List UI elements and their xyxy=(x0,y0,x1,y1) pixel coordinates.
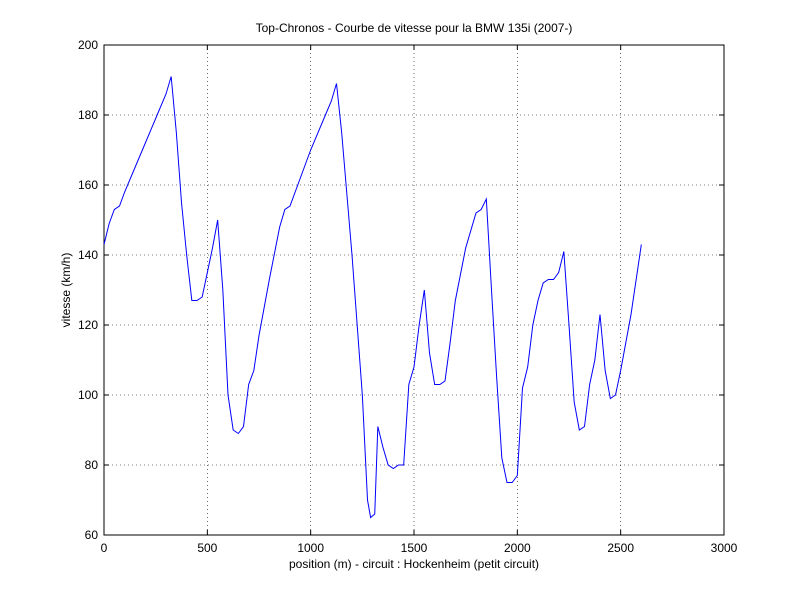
y-tick-label: 80 xyxy=(85,458,99,472)
y-axis-label: vitesse (km/h) xyxy=(59,253,73,328)
x-axis-label: position (m) - circuit : Hockenheim (pet… xyxy=(289,557,539,571)
x-tick-label: 1500 xyxy=(401,541,428,555)
y-tick-label: 140 xyxy=(78,248,98,262)
x-tick-label: 0 xyxy=(101,541,108,555)
x-tick-label: 2500 xyxy=(607,541,634,555)
y-tick-label: 200 xyxy=(78,38,98,52)
y-tick-label: 100 xyxy=(78,388,98,402)
y-tick-label: 60 xyxy=(85,528,99,542)
y-tick-label: 120 xyxy=(78,318,98,332)
y-tick-label: 160 xyxy=(78,178,98,192)
chart-title: Top-Chronos - Courbe de vitesse pour la … xyxy=(256,21,573,35)
y-tick-label: 180 xyxy=(78,108,98,122)
plot-frame xyxy=(103,44,725,536)
x-tick-label: 3000 xyxy=(711,541,738,555)
x-tick-label: 2000 xyxy=(504,541,531,555)
data-line xyxy=(103,76,642,519)
x-tick-label: 500 xyxy=(197,541,217,555)
x-tick-label: 1000 xyxy=(297,541,324,555)
